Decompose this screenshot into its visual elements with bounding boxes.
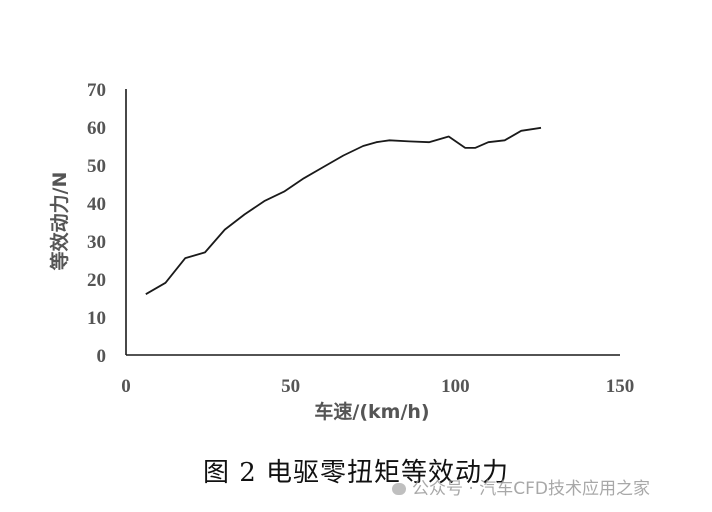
y-tick-label: 60 bbox=[87, 118, 106, 139]
series-line bbox=[145, 126, 542, 295]
y-tick-label: 40 bbox=[87, 194, 106, 215]
x-axis-label: 车速/(km/h) bbox=[314, 400, 429, 423]
y-tick-label: 30 bbox=[87, 232, 106, 253]
figure-caption: 图 2 电驱零扭矩等效动力 bbox=[202, 458, 510, 488]
x-axis: 0 50 100 150 bbox=[121, 354, 635, 397]
y-tick-label: 50 bbox=[87, 156, 106, 177]
x-tick-label: 100 bbox=[441, 376, 470, 397]
y-axis-label: 等效动力/N bbox=[48, 172, 71, 272]
x-tick-label: 0 bbox=[121, 376, 131, 397]
y-tick-label: 20 bbox=[87, 270, 106, 291]
series-group bbox=[145, 126, 542, 295]
x-tick-label: 150 bbox=[606, 376, 635, 397]
y-axis: 0 10 20 30 40 50 60 70 bbox=[87, 80, 127, 367]
x-tick-label: 50 bbox=[281, 376, 300, 397]
y-tick-label: 0 bbox=[97, 346, 107, 367]
watermark-text: 公众号 · 汽车CFD技术应用之家 bbox=[412, 479, 650, 499]
wechat-icon bbox=[392, 483, 406, 495]
y-tick-label: 10 bbox=[87, 308, 106, 329]
watermark: 公众号 · 汽车CFD技术应用之家 bbox=[392, 474, 650, 499]
y-tick-label: 70 bbox=[87, 80, 106, 101]
